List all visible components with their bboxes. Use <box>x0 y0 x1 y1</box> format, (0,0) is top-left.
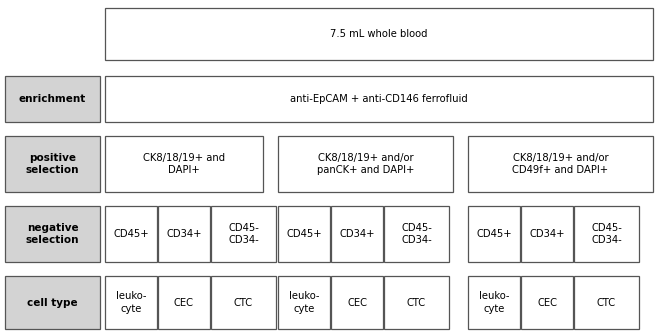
Text: CD45-
CD34-: CD45- CD34- <box>228 222 259 245</box>
FancyBboxPatch shape <box>278 136 453 192</box>
FancyBboxPatch shape <box>331 206 383 262</box>
FancyBboxPatch shape <box>384 276 449 329</box>
FancyBboxPatch shape <box>468 206 520 262</box>
Text: leuko-
cyte: leuko- cyte <box>116 291 146 314</box>
FancyBboxPatch shape <box>574 276 639 329</box>
FancyBboxPatch shape <box>468 276 520 329</box>
Text: anti-EpCAM + anti-CD146 ferrofluid: anti-EpCAM + anti-CD146 ferrofluid <box>290 94 468 104</box>
Text: CK8/18/19+ and
DAPI+: CK8/18/19+ and DAPI+ <box>143 153 225 175</box>
Text: CK8/18/19+ and/or
CD49f+ and DAPI+: CK8/18/19+ and/or CD49f+ and DAPI+ <box>512 153 608 175</box>
FancyBboxPatch shape <box>468 136 653 192</box>
FancyBboxPatch shape <box>105 8 653 60</box>
Text: positive
selection: positive selection <box>26 153 79 175</box>
FancyBboxPatch shape <box>5 136 100 192</box>
Text: CD45+: CD45+ <box>286 229 322 239</box>
Text: negative
selection: negative selection <box>26 222 79 245</box>
FancyBboxPatch shape <box>158 276 210 329</box>
Text: leuko-
cyte: leuko- cyte <box>289 291 319 314</box>
FancyBboxPatch shape <box>574 206 639 262</box>
Text: CEC: CEC <box>537 298 557 308</box>
FancyBboxPatch shape <box>331 276 383 329</box>
FancyBboxPatch shape <box>105 206 157 262</box>
Text: CTC: CTC <box>597 298 616 308</box>
Text: cell type: cell type <box>27 298 78 308</box>
FancyBboxPatch shape <box>5 206 100 262</box>
Text: CD45-
CD34-: CD45- CD34- <box>591 222 622 245</box>
Text: enrichment: enrichment <box>19 94 86 104</box>
FancyBboxPatch shape <box>211 276 276 329</box>
Text: CEC: CEC <box>174 298 194 308</box>
Text: CD34+: CD34+ <box>339 229 375 239</box>
FancyBboxPatch shape <box>5 76 100 122</box>
FancyBboxPatch shape <box>521 206 573 262</box>
FancyBboxPatch shape <box>105 276 157 329</box>
FancyBboxPatch shape <box>278 206 330 262</box>
FancyBboxPatch shape <box>384 206 449 262</box>
Text: CD34+: CD34+ <box>166 229 202 239</box>
Text: 7.5 mL whole blood: 7.5 mL whole blood <box>330 29 428 39</box>
FancyBboxPatch shape <box>158 206 210 262</box>
FancyBboxPatch shape <box>521 276 573 329</box>
Text: CK8/18/19+ and/or
panCK+ and DAPI+: CK8/18/19+ and/or panCK+ and DAPI+ <box>317 153 414 175</box>
Text: CD45-
CD34-: CD45- CD34- <box>401 222 432 245</box>
Text: CD34+: CD34+ <box>529 229 565 239</box>
Text: leuko-
cyte: leuko- cyte <box>479 291 509 314</box>
Text: CD45+: CD45+ <box>476 229 512 239</box>
Text: CTC: CTC <box>407 298 426 308</box>
FancyBboxPatch shape <box>105 76 653 122</box>
Text: CEC: CEC <box>347 298 367 308</box>
Text: CD45+: CD45+ <box>113 229 149 239</box>
Text: CTC: CTC <box>234 298 253 308</box>
FancyBboxPatch shape <box>211 206 276 262</box>
FancyBboxPatch shape <box>5 276 100 329</box>
FancyBboxPatch shape <box>105 136 263 192</box>
FancyBboxPatch shape <box>278 276 330 329</box>
